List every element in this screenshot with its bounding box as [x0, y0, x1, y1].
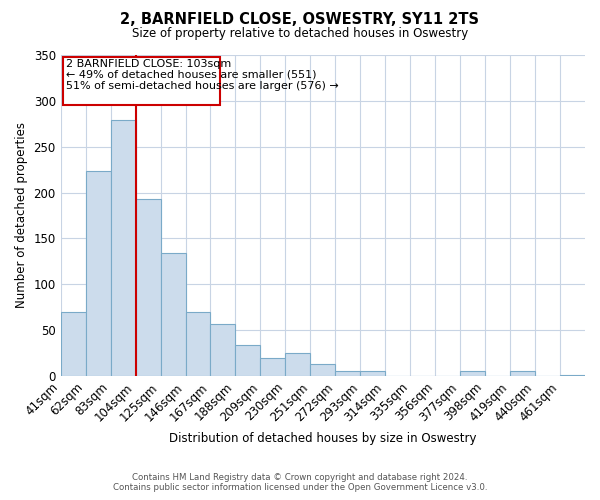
Y-axis label: Number of detached properties: Number of detached properties — [15, 122, 28, 308]
Bar — [510, 372, 535, 376]
Bar — [161, 253, 185, 376]
Bar — [136, 199, 161, 376]
Bar — [61, 312, 86, 376]
Bar — [260, 358, 286, 376]
Bar — [110, 120, 136, 376]
Bar — [310, 364, 335, 376]
Bar — [185, 312, 211, 376]
FancyBboxPatch shape — [62, 57, 220, 104]
Bar — [560, 375, 585, 376]
Bar — [360, 372, 385, 376]
Text: Contains HM Land Registry data © Crown copyright and database right 2024.
Contai: Contains HM Land Registry data © Crown c… — [113, 473, 487, 492]
Bar — [235, 345, 260, 376]
Text: ← 49% of detached houses are smaller (551): ← 49% of detached houses are smaller (55… — [67, 70, 317, 80]
X-axis label: Distribution of detached houses by size in Oswestry: Distribution of detached houses by size … — [169, 432, 476, 445]
Text: 2 BARNFIELD CLOSE: 103sqm: 2 BARNFIELD CLOSE: 103sqm — [67, 58, 232, 68]
Text: 2, BARNFIELD CLOSE, OSWESTRY, SY11 2TS: 2, BARNFIELD CLOSE, OSWESTRY, SY11 2TS — [121, 12, 479, 28]
Text: 51% of semi-detached houses are larger (576) →: 51% of semi-detached houses are larger (… — [67, 80, 339, 90]
Bar — [211, 324, 235, 376]
Bar — [460, 372, 485, 376]
Bar — [286, 353, 310, 376]
Text: Size of property relative to detached houses in Oswestry: Size of property relative to detached ho… — [132, 28, 468, 40]
Bar — [86, 170, 110, 376]
Bar — [335, 372, 360, 376]
